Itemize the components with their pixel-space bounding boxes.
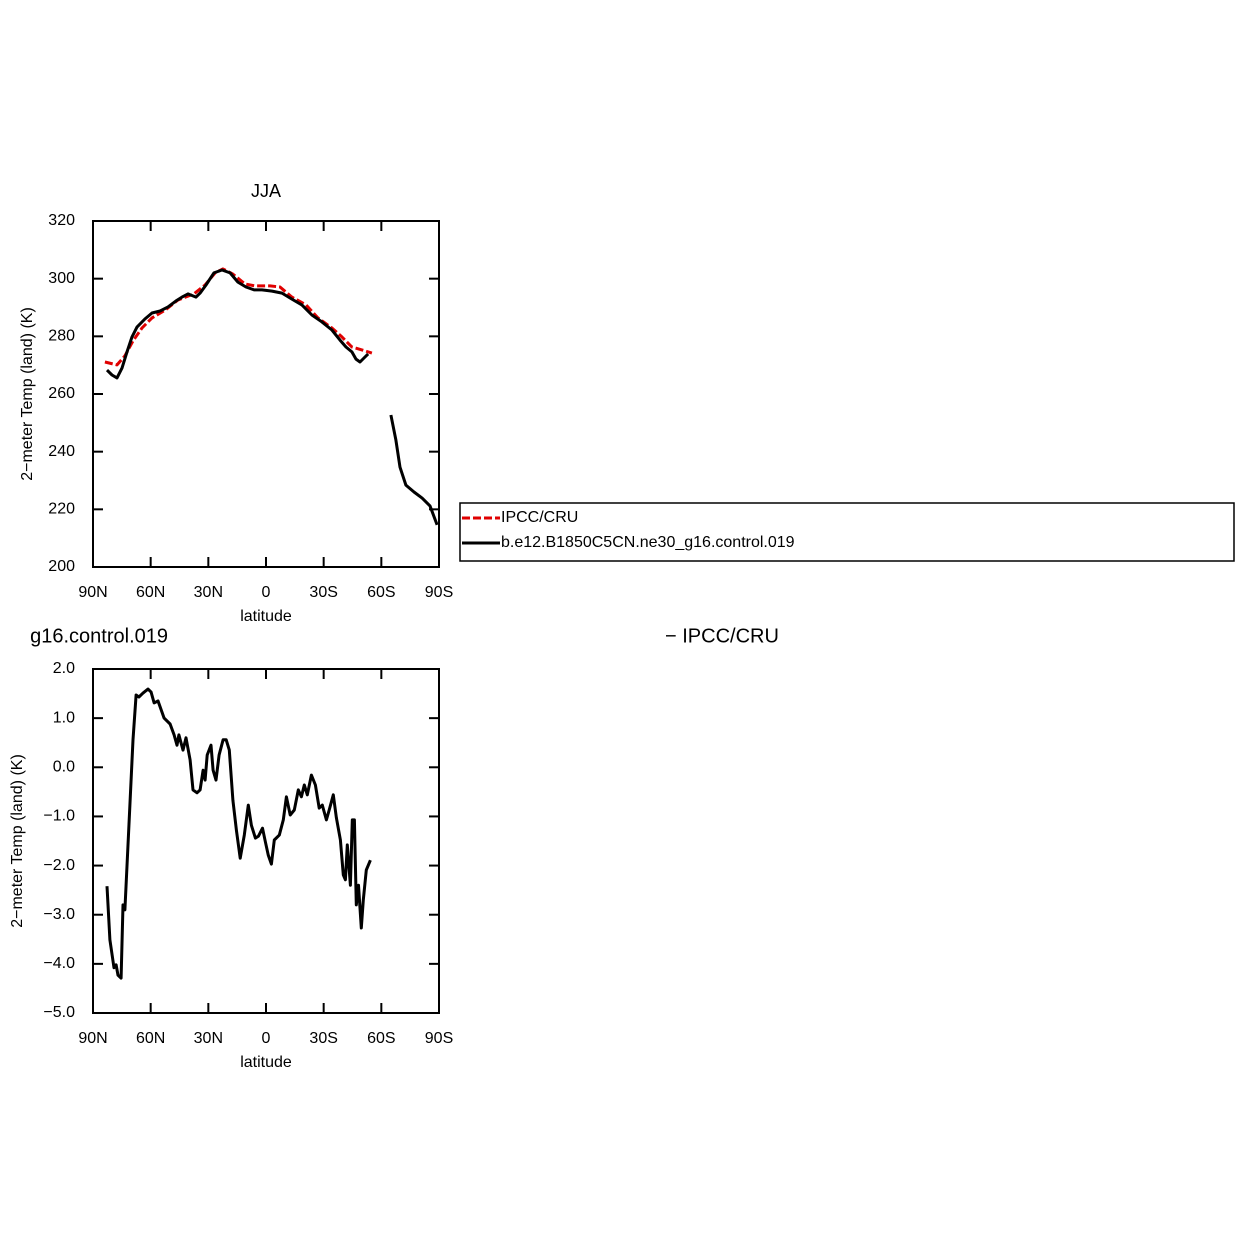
x-tick-label: 30N — [194, 584, 223, 601]
y-axis-label: 2−meter Temp (land) (K) — [19, 307, 36, 481]
y-tick-label: 300 — [48, 270, 75, 287]
x-tick-label: 60S — [367, 1030, 395, 1047]
x-tick-label: 0 — [262, 1030, 271, 1047]
x-tick-label: 30N — [194, 1030, 223, 1047]
x-axis-label: latitude — [240, 1054, 292, 1071]
chart-title: JJA — [251, 181, 281, 201]
chart-title: − IPCC/CRU — [665, 625, 779, 647]
y-tick-label: −1.0 — [43, 808, 75, 825]
legend-label: IPCC/CRU — [501, 509, 578, 526]
y-tick-label: 0.0 — [53, 759, 75, 776]
y-tick-label: −5.0 — [43, 1004, 75, 1021]
chart-title: g16.control.019 — [30, 625, 168, 647]
y-tick-label: 240 — [48, 443, 75, 460]
x-tick-label: 90S — [425, 1030, 453, 1047]
plot-frame — [92, 220, 440, 568]
y-axis-label: 2−meter Temp (land) (K) — [9, 754, 26, 928]
data-line — [105, 268, 439, 526]
y-tick-label: 2.0 — [53, 660, 75, 677]
y-tick-label: 1.0 — [53, 709, 75, 726]
y-tick-label: −4.0 — [43, 955, 75, 972]
legend-label: b.e12.B1850C5CN.ne30_g16.control.019 — [501, 534, 795, 551]
x-tick-label: 30S — [309, 1030, 337, 1047]
x-tick-label: 90N — [78, 1030, 107, 1047]
x-axis-label: latitude — [240, 608, 292, 625]
y-tick-label: 220 — [48, 501, 75, 518]
y-tick-label: −2.0 — [43, 857, 75, 874]
y-tick-label: 320 — [48, 212, 75, 229]
x-tick-label: 60S — [367, 584, 395, 601]
x-tick-label: 60N — [136, 584, 165, 601]
legend-box — [459, 502, 1235, 562]
y-tick-label: 260 — [48, 385, 75, 402]
x-tick-label: 0 — [262, 584, 271, 601]
y-tick-label: 200 — [48, 558, 75, 575]
x-tick-label: 60N — [136, 1030, 165, 1047]
y-tick-label: 280 — [48, 328, 75, 345]
x-tick-label: 30S — [309, 584, 337, 601]
x-tick-label: 90S — [425, 584, 453, 601]
data-line — [105, 687, 372, 980]
x-tick-label: 90N — [78, 584, 107, 601]
y-tick-label: −3.0 — [43, 906, 75, 923]
